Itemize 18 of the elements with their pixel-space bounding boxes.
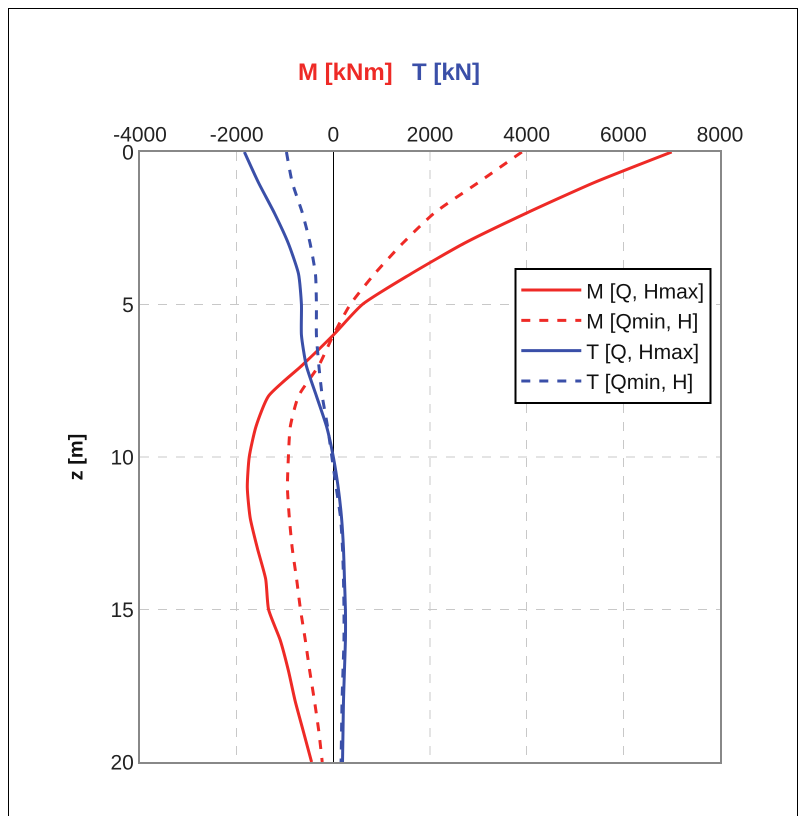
y-tick-label: 20 xyxy=(110,751,134,774)
x-tick-label: 4000 xyxy=(503,124,550,147)
legend-label: T [Qmin, H] xyxy=(586,371,694,394)
y-tick-label: 10 xyxy=(110,446,134,470)
y-axis-title: z [m] xyxy=(65,434,88,480)
legend-label: T [Q, Hmax] xyxy=(586,340,700,364)
x-tick-label: 8000 xyxy=(696,124,744,147)
legend-label: M [Qmin, H] xyxy=(586,310,698,334)
y-tick-label: 5 xyxy=(122,294,134,317)
x-tick-label: 0 xyxy=(327,124,340,147)
x-axis-title: M [kNm] xyxy=(298,59,393,86)
y-tick-label: 15 xyxy=(110,598,134,622)
legend-label: M [Q, Hmax] xyxy=(586,280,704,304)
text: T [kN] xyxy=(412,59,480,86)
x-tick-label: -2000 xyxy=(210,124,264,147)
x-tick-label: 6000 xyxy=(600,124,647,147)
y-tick-label: 0 xyxy=(122,141,134,164)
x-tick-label: 2000 xyxy=(406,124,454,147)
